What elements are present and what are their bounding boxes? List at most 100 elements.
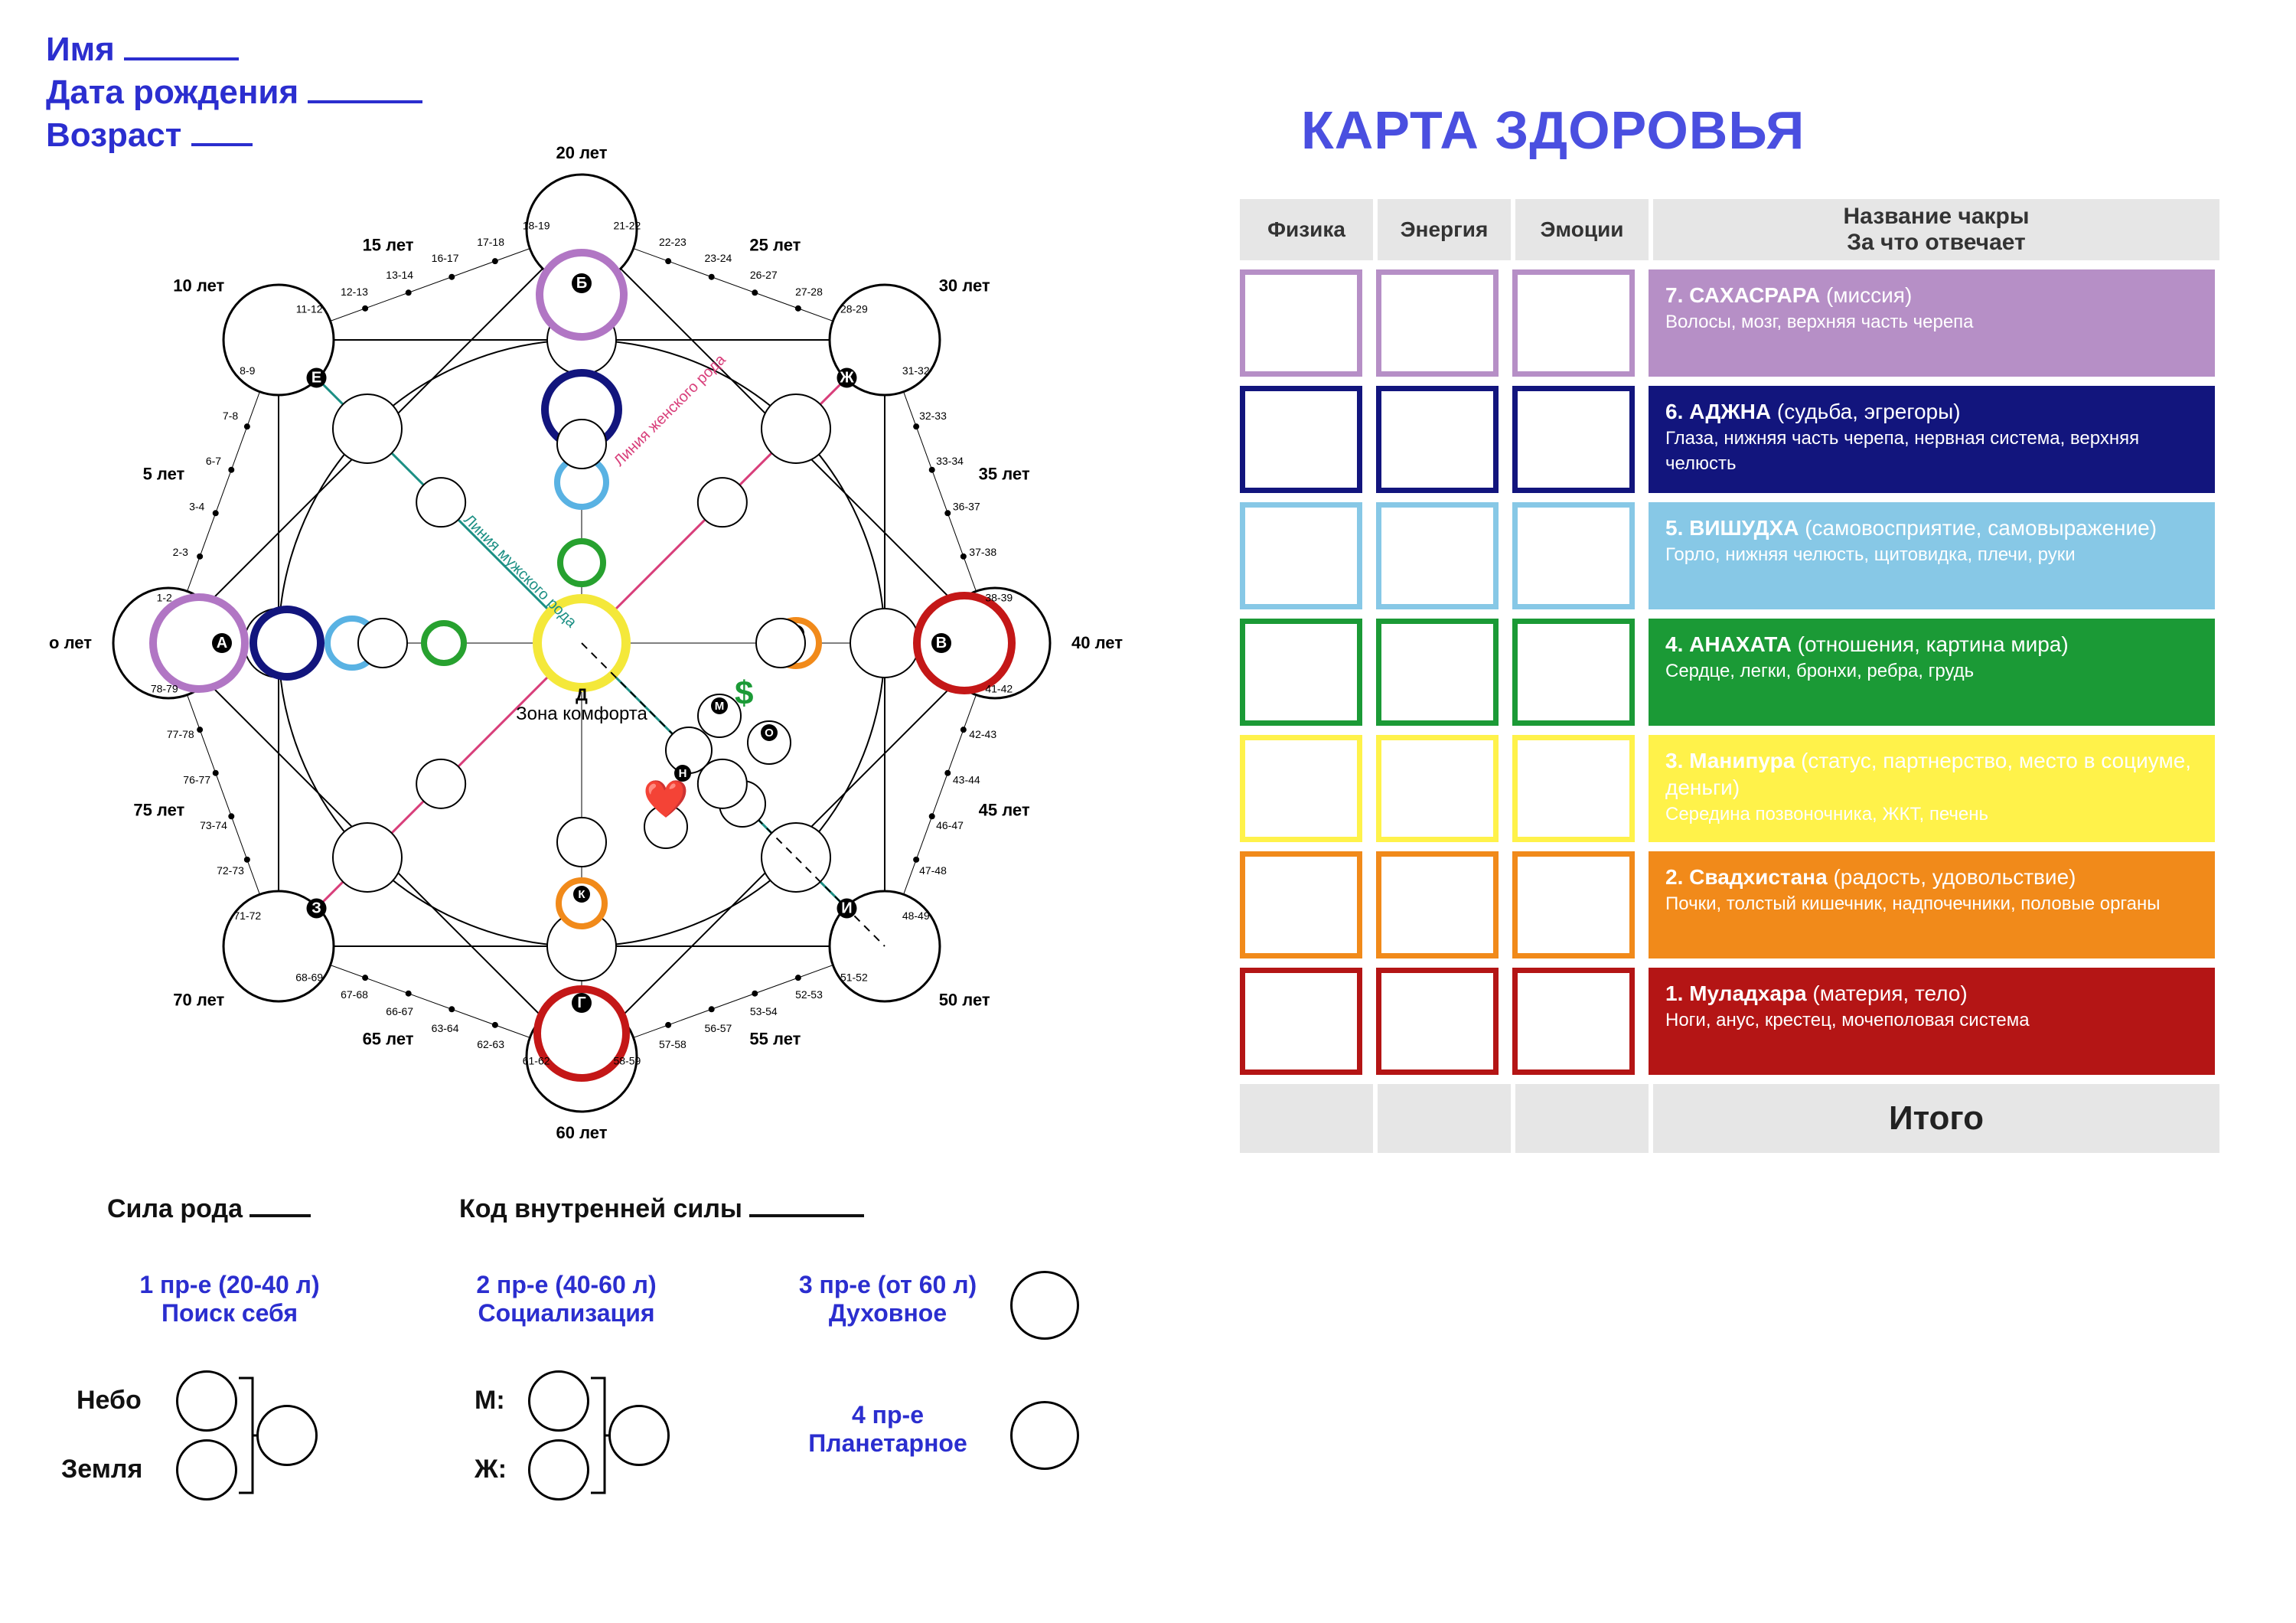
inner-power-label: Код внутренней силы <box>459 1194 742 1223</box>
sky-earth-sum[interactable] <box>256 1405 318 1466</box>
svg-text:53-54: 53-54 <box>750 1005 778 1017</box>
svg-text:И: И <box>841 900 852 916</box>
strength-label: Сила рода <box>107 1194 243 1223</box>
chakra-ring-red-right <box>917 596 1012 691</box>
svg-text:15 лет: 15 лет <box>363 235 414 254</box>
svg-text:Г: Г <box>577 994 585 1011</box>
svg-text:28-29: 28-29 <box>840 302 868 315</box>
m-label: М: <box>475 1386 505 1415</box>
svg-text:67-68: 67-68 <box>341 988 368 1001</box>
name-input-line[interactable] <box>124 37 239 60</box>
svg-text:73-74: 73-74 <box>200 819 227 831</box>
chakra-input-cell[interactable] <box>1376 269 1499 377</box>
svg-text:61-62: 61-62 <box>523 1054 550 1066</box>
earth-label: Земля <box>61 1455 142 1484</box>
chakra-input-cell[interactable] <box>1512 502 1635 609</box>
p1-sub: Поиск себя <box>161 1299 298 1327</box>
svg-text:23-24: 23-24 <box>705 252 732 264</box>
svg-text:62-63: 62-63 <box>477 1038 504 1050</box>
svg-text:45 лет: 45 лет <box>979 800 1030 819</box>
svg-text:Б: Б <box>576 275 587 292</box>
chakra-input-cell[interactable] <box>1512 735 1635 842</box>
svg-text:38-39: 38-39 <box>985 592 1013 604</box>
svg-text:47-48: 47-48 <box>919 864 947 877</box>
chakra-input-cell[interactable] <box>1376 502 1499 609</box>
col-chakra: Название чакрыЗа что отвечает <box>1653 199 2219 260</box>
mf-sum[interactable] <box>608 1405 670 1466</box>
chakra-input-cell[interactable] <box>1512 386 1635 493</box>
svg-text:66-67: 66-67 <box>386 1005 413 1017</box>
svg-text:17-18: 17-18 <box>477 236 504 248</box>
chakra-row: 1. Муладхара (материя, тело)Ноги, анус, … <box>1240 968 2219 1075</box>
svg-text:35 лет: 35 лет <box>979 465 1030 484</box>
chakra-input-cell[interactable] <box>1240 735 1362 842</box>
svg-text:3-4: 3-4 <box>189 501 204 513</box>
svg-text:Д: Д <box>576 685 588 704</box>
svg-text:11-12: 11-12 <box>296 302 323 315</box>
footer-cell[interactable] <box>1240 1084 1373 1153</box>
chakra-input-cell[interactable] <box>1376 851 1499 958</box>
chakra-desc: 5. ВИШУДХА (самовосприятие, самовыражени… <box>1649 502 2215 609</box>
svg-text:Ж: Ж <box>839 370 854 387</box>
svg-text:46-47: 46-47 <box>936 819 964 831</box>
svg-text:43-44: 43-44 <box>953 773 980 785</box>
dollar-icon: $ <box>735 674 753 712</box>
chakra-input-cell[interactable] <box>1512 619 1635 726</box>
svg-text:60 лет: 60 лет <box>556 1123 608 1142</box>
chakra-input-cell[interactable] <box>1376 735 1499 842</box>
footer-cell[interactable] <box>1515 1084 1649 1153</box>
svg-text:25 лет: 25 лет <box>749 235 801 254</box>
chakra-desc: 3. Манипура (статус, партнерство, место … <box>1649 735 2215 842</box>
col-emotion: Эмоции <box>1515 199 1649 260</box>
p4-sub: Планетарное <box>808 1429 967 1457</box>
svg-text:56-57: 56-57 <box>705 1022 732 1034</box>
health-table: Физика Энергия Эмоции Название чакрыЗа ч… <box>1240 199 2219 1153</box>
svg-text:18-19: 18-19 <box>523 220 550 232</box>
svg-text:32-33: 32-33 <box>919 410 947 422</box>
col-energy: Энергия <box>1378 199 1511 260</box>
chakra-desc: 1. Муладхара (материя, тело)Ноги, анус, … <box>1649 968 2215 1075</box>
chakra-row: 3. Манипура (статус, партнерство, место … <box>1240 735 2219 842</box>
female-line-label: Линия женского рода <box>611 351 729 469</box>
p3-circle[interactable] <box>1010 1271 1079 1340</box>
p4-title: 4 пр-е <box>852 1401 924 1429</box>
chakra-input-cell[interactable] <box>1240 619 1362 726</box>
svg-text:М: М <box>715 700 725 713</box>
chakra-input-cell[interactable] <box>1512 269 1635 377</box>
chakra-input-cell[interactable] <box>1240 968 1362 1075</box>
f-circle[interactable] <box>528 1439 589 1501</box>
svg-text:Е: Е <box>311 370 321 387</box>
svg-text:42-43: 42-43 <box>969 728 996 740</box>
chakra-input-cell[interactable] <box>1240 269 1362 377</box>
svg-text:76-77: 76-77 <box>183 773 210 785</box>
chakra-ring-purple-top <box>540 253 624 337</box>
chakra-input-cell[interactable] <box>1376 386 1499 493</box>
chakra-ring-green <box>560 541 603 584</box>
sky-circle[interactable] <box>176 1370 237 1432</box>
name-label: Имя <box>46 31 115 68</box>
f-label: Ж: <box>475 1455 507 1484</box>
dob-input-line[interactable] <box>308 80 422 103</box>
chakra-input-cell[interactable] <box>1376 968 1499 1075</box>
svg-text:А: А <box>217 635 227 651</box>
svg-text:72-73: 72-73 <box>217 864 244 877</box>
svg-text:40 лет: 40 лет <box>1071 633 1123 652</box>
inner-power-input[interactable] <box>749 1199 864 1217</box>
chakra-input-cell[interactable] <box>1240 502 1362 609</box>
earth-circle[interactable] <box>176 1439 237 1501</box>
chakra-input-cell[interactable] <box>1240 851 1362 958</box>
p4-circle[interactable] <box>1010 1401 1079 1470</box>
svg-text:8-9: 8-9 <box>240 364 255 377</box>
chakra-input-cell[interactable] <box>1512 851 1635 958</box>
chakra-input-cell[interactable] <box>1376 619 1499 726</box>
svg-text:5 лет: 5 лет <box>143 465 185 484</box>
svg-text:26-27: 26-27 <box>750 269 778 281</box>
footer-cell[interactable] <box>1378 1084 1511 1153</box>
chakra-input-cell[interactable] <box>1512 968 1635 1075</box>
m-circle[interactable] <box>528 1370 589 1432</box>
chakra-desc: 4. АНАХАТА (отношения, картина мира)Серд… <box>1649 619 2215 726</box>
svg-text:57-58: 57-58 <box>659 1038 687 1050</box>
strength-input[interactable] <box>249 1199 311 1217</box>
chakra-input-cell[interactable] <box>1240 386 1362 493</box>
chakra-row: 2. Свадхистана (радость, удовольствие)По… <box>1240 851 2219 958</box>
